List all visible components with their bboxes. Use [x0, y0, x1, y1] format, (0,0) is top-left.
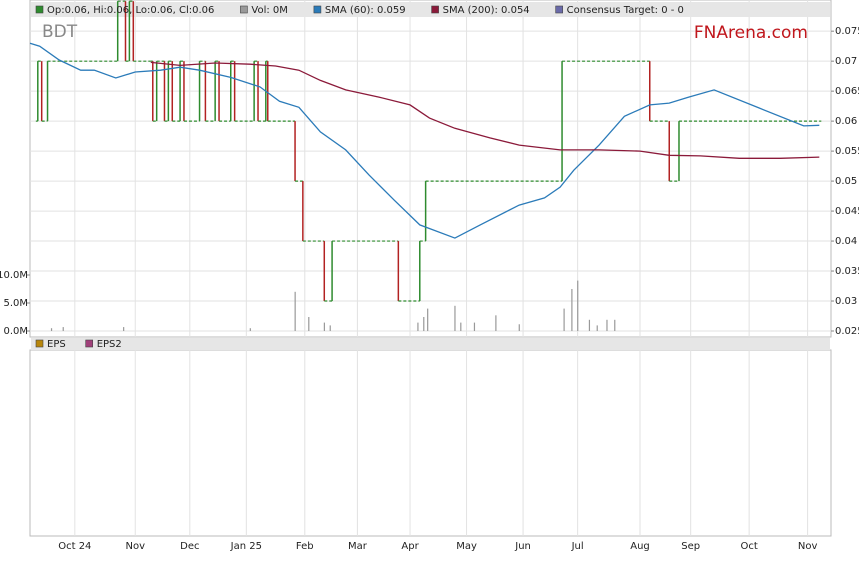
volume-bar — [571, 289, 573, 331]
legend-swatch — [35, 339, 44, 348]
legend-label: EPS — [47, 339, 66, 350]
legend-swatch — [35, 5, 44, 14]
legend-label: Op:0.06, Hi:0.06, Lo:0.06, Cl:0.06 — [47, 5, 214, 16]
volume-bar — [423, 317, 425, 331]
legend-swatch — [313, 5, 322, 14]
x-tick-label: Jan 25 — [230, 541, 262, 552]
x-tick-label: Nov — [125, 541, 145, 552]
y-tick-label: 0.06 — [835, 116, 857, 127]
y-tick-label: 0.065 — [835, 86, 859, 97]
y-tick-label: 0.045 — [835, 206, 859, 217]
volume-bar — [473, 322, 476, 331]
price-panel — [29, 0, 832, 338]
volume-tick-label: 5.0M — [3, 298, 28, 309]
x-tick-label: Mar — [348, 541, 368, 552]
legend-label: SMA (60): 0.059 — [325, 5, 406, 16]
y-tick-label: 0.04 — [835, 236, 857, 247]
volume-bar — [294, 291, 296, 331]
legend-swatch — [555, 5, 563, 14]
eps-legend-bar — [31, 338, 830, 350]
x-tick-label: Nov — [798, 541, 818, 552]
legend-label: SMA (200): 0.054 — [443, 5, 530, 16]
eps-panel — [29, 349, 832, 537]
volume-bar — [495, 315, 497, 331]
legend-swatch — [85, 339, 94, 348]
legend-label: Consensus Target: 0 - 0 — [567, 5, 684, 16]
legend-bar — [31, 2, 830, 17]
y-tick-label: 0.075 — [835, 26, 859, 37]
x-tick-label: Aug — [630, 541, 650, 552]
volume-bar — [308, 317, 310, 331]
y-tick-label: 0.03 — [835, 296, 857, 307]
x-tick-label: May — [456, 541, 477, 552]
volume-bar — [62, 327, 64, 331]
volume-bar — [427, 308, 429, 331]
sma-line — [29, 42, 820, 239]
x-tick-label: Oct — [740, 541, 757, 552]
volume-bar — [606, 319, 608, 331]
volume-bar — [249, 328, 251, 331]
x-tick-label: Sep — [681, 541, 700, 552]
volume-bar — [588, 319, 591, 331]
volume-bar — [50, 328, 53, 331]
volume-bar — [577, 280, 579, 331]
x-tick-label: Apr — [401, 541, 419, 552]
y-tick-label: 0.055 — [835, 146, 859, 157]
volume-bar — [454, 305, 456, 331]
y-tick-label: 0.035 — [835, 266, 859, 277]
watermark: FNArena.com — [694, 23, 808, 43]
volume-bar — [518, 324, 520, 331]
legend-swatch — [240, 5, 248, 14]
y-tick-label: 0.05 — [835, 176, 857, 187]
volume-bar — [323, 322, 325, 331]
y-tick-label: 0.07 — [835, 56, 857, 67]
volume-tick-label: 0.0M — [3, 326, 28, 337]
x-tick-label: Jun — [514, 541, 531, 552]
ticker: BDT — [42, 22, 78, 42]
volume-bar — [460, 322, 462, 331]
x-tick-label: Feb — [296, 541, 314, 552]
volume-bar — [596, 325, 598, 331]
legend-swatch — [431, 5, 439, 14]
legend-label: Vol: 0M — [251, 5, 288, 16]
x-tick-label: Jul — [571, 541, 584, 552]
x-tick-label: Dec — [180, 541, 199, 552]
y-tick-label: 0.025 — [835, 326, 859, 337]
volume-bar — [614, 319, 616, 331]
volume-bar — [123, 327, 125, 331]
volume-bar — [417, 322, 419, 331]
x-tick-label: Oct 24 — [58, 541, 91, 552]
sma-line — [150, 61, 820, 159]
volume-bar — [563, 308, 565, 331]
legend-label: EPS2 — [97, 339, 122, 350]
volume-tick-label: 10.0M — [0, 270, 28, 281]
volume-bar — [329, 325, 331, 331]
